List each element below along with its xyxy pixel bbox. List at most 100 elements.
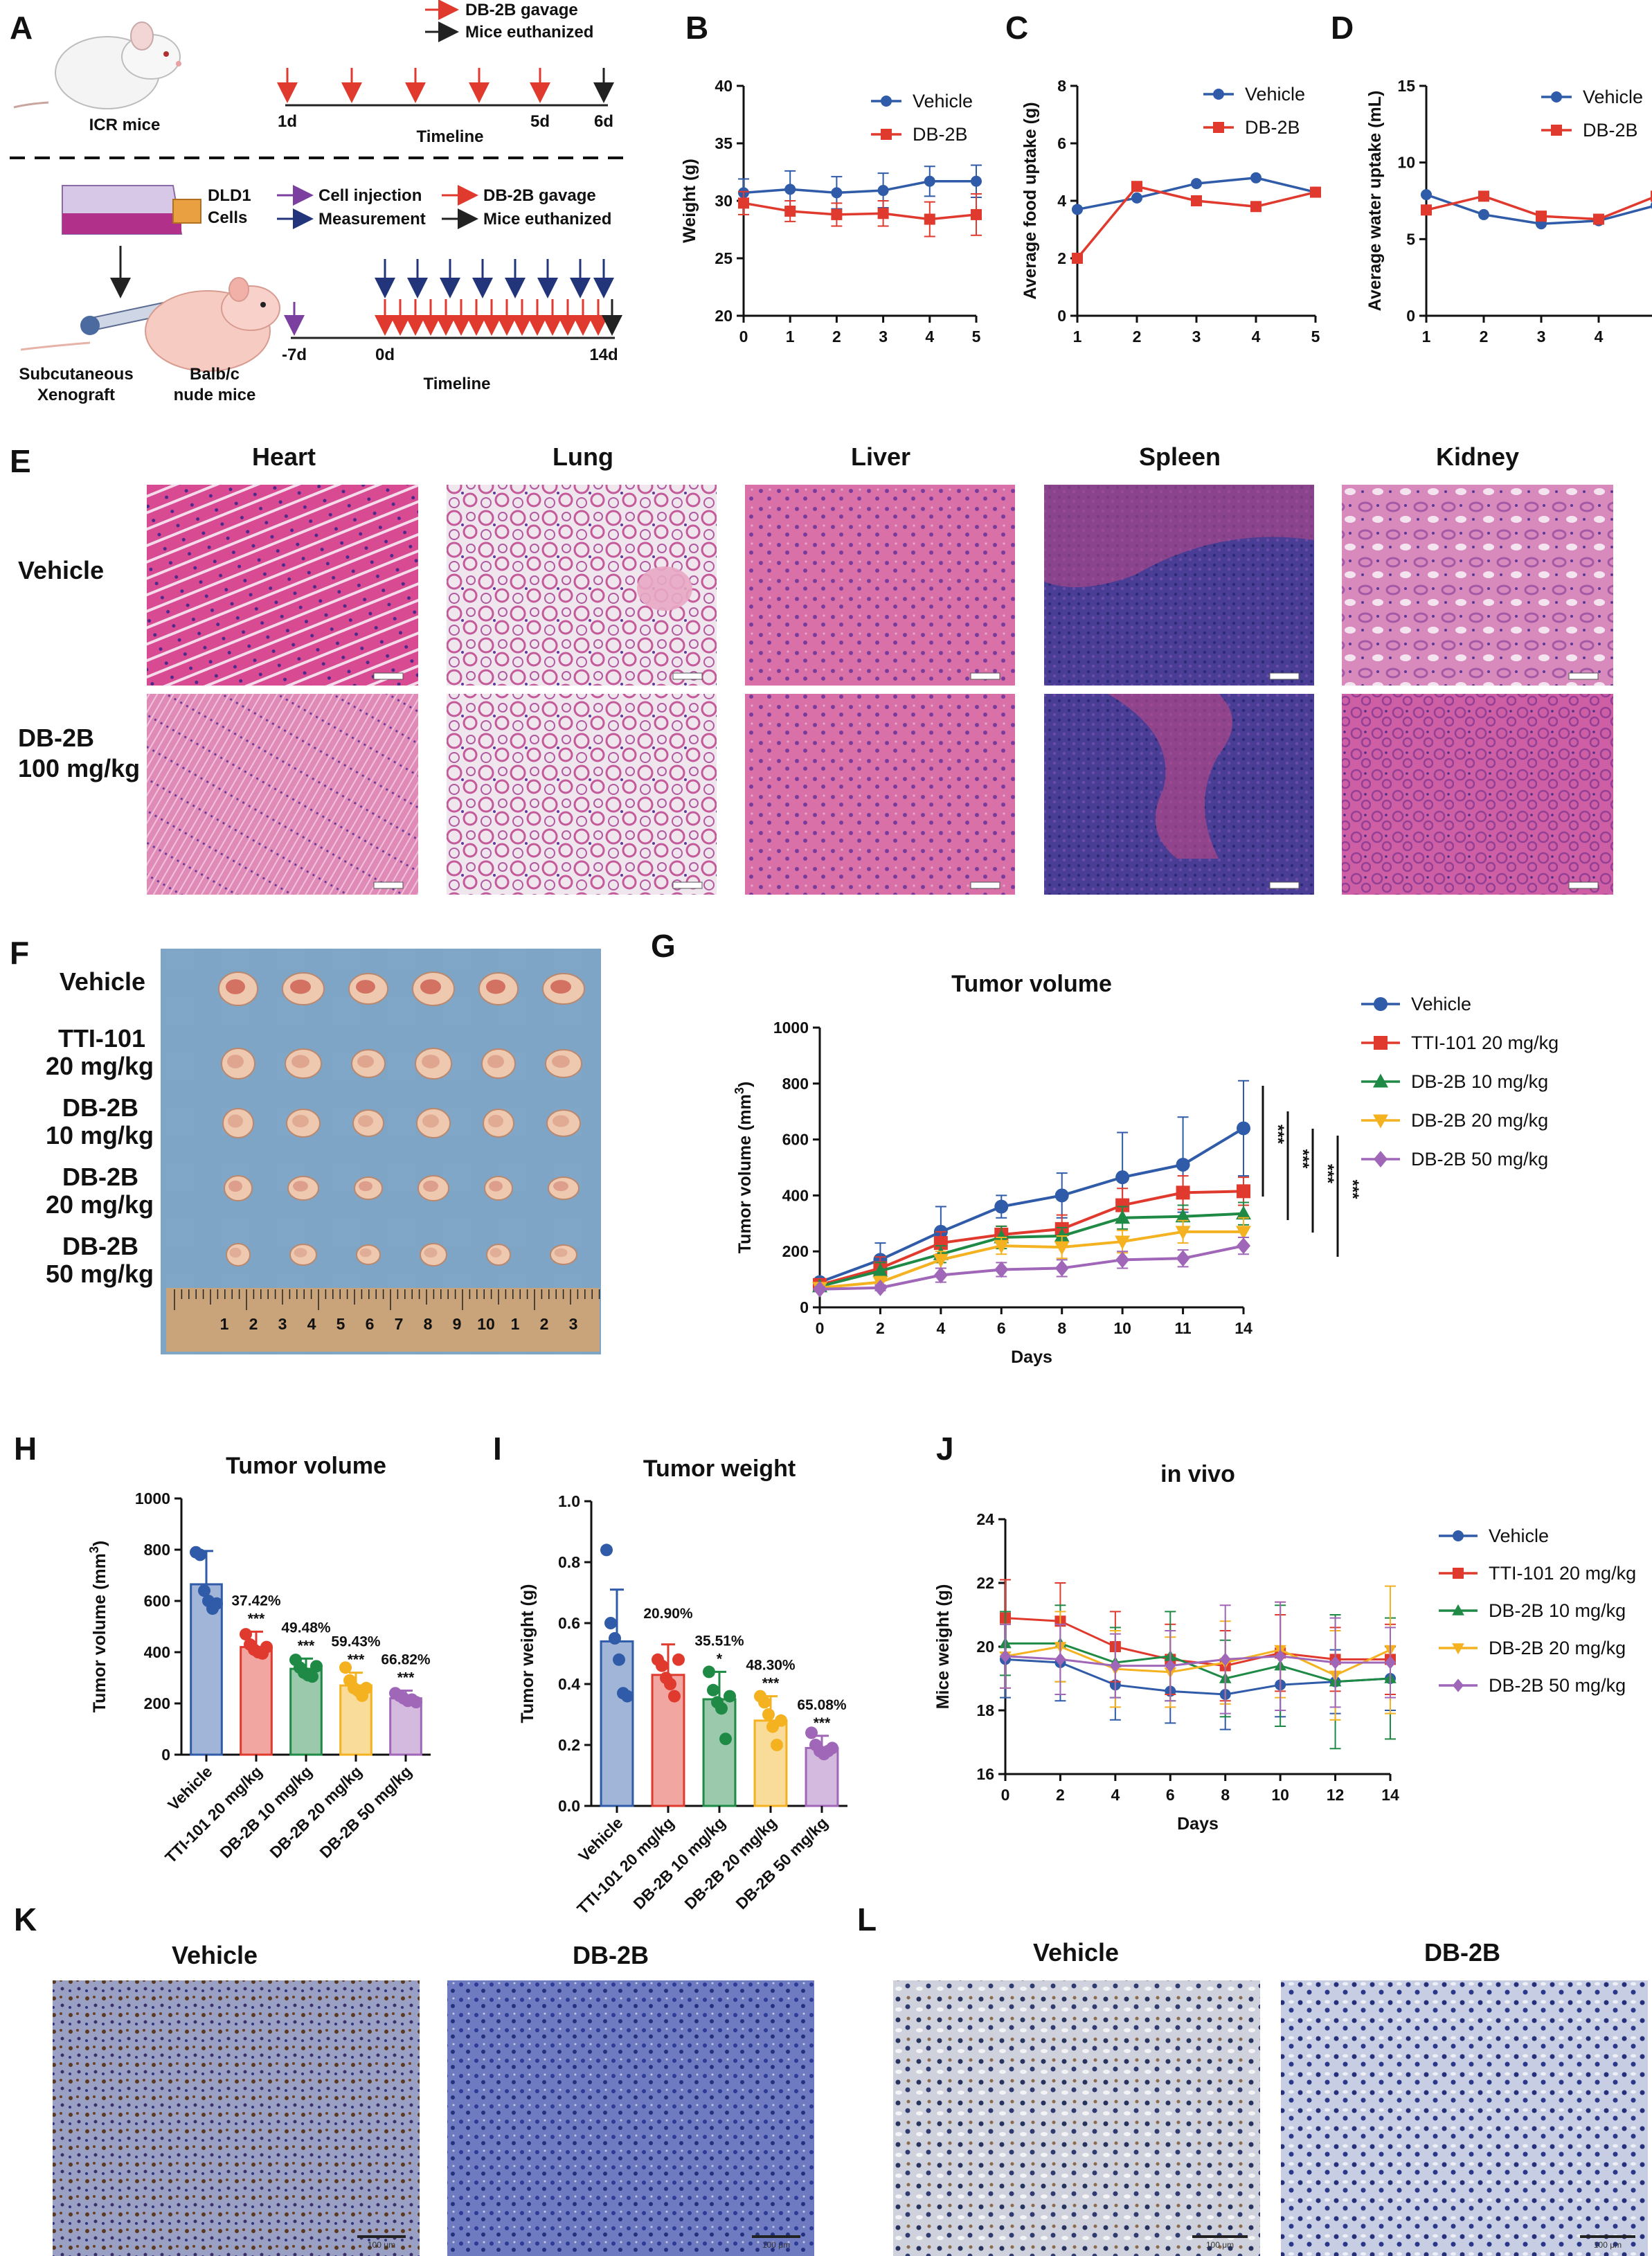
y-tick-label: 20 [715, 307, 733, 325]
row-db2b: DB-2B [18, 724, 94, 752]
x-tick-label: 4 [1111, 1786, 1120, 1804]
significance-label: *** [1343, 1180, 1362, 1200]
he-heart-db2b [147, 694, 418, 895]
ruler-number: 2 [540, 1315, 549, 1333]
data-point [1072, 253, 1083, 264]
data-point [1115, 1198, 1130, 1212]
top-timeline-label: Timeline [417, 127, 484, 146]
data-point [877, 185, 889, 197]
y-tick-label: 22 [976, 1574, 994, 1592]
x-tick-label: 1 [1422, 328, 1431, 346]
data-point [994, 1261, 1009, 1278]
y-tick-label: 800 [782, 1075, 809, 1093]
legend-label: Vehicle [1245, 84, 1305, 105]
organ-lung: Lung [553, 442, 613, 471]
ihc-k-vehicle [53, 1980, 420, 2256]
legend-label: DB-2B [1583, 120, 1638, 141]
x-tick-label: 2 [832, 328, 841, 346]
data-point [738, 197, 749, 209]
panel-label-l: L [857, 1901, 877, 1937]
tumor-vascular [550, 980, 571, 994]
data-point [1000, 1649, 1011, 1663]
scalebar [373, 881, 404, 889]
data-dot [724, 1690, 736, 1703]
legend-label: DB-2B 10 mg/kg [1489, 1600, 1626, 1621]
data-point [933, 1253, 949, 1268]
data-dot [707, 1683, 719, 1697]
cells-label-1: DLD1 [208, 186, 251, 205]
data-point [1250, 201, 1262, 213]
series-line [819, 1230, 1244, 1289]
series-line [819, 1244, 1244, 1291]
ruler-number: 9 [453, 1315, 462, 1333]
legend-label: Vehicle [1411, 994, 1471, 1014]
x-tick-label: 14 [1381, 1786, 1399, 1804]
y-tick-label: 0.2 [558, 1736, 580, 1754]
organ-liver: Liver [851, 442, 910, 471]
y-axis-label: Average food uptake (g) [1021, 102, 1040, 299]
y-tick-label: 600 [782, 1131, 809, 1149]
data-point [873, 1279, 888, 1296]
f-row-db50-2: 50 mg/kg [46, 1260, 154, 1288]
data-dot [194, 1548, 206, 1561]
series-line [819, 1127, 1245, 1284]
data-point [1054, 1652, 1066, 1666]
data-point [994, 1239, 1009, 1254]
series-line [819, 1190, 1244, 1287]
chart-title: in vivo [1160, 1461, 1235, 1487]
x-tick-label: 2 [876, 1319, 885, 1337]
data-dot [758, 1696, 771, 1709]
panel-label-j: J [936, 1431, 954, 1467]
x-tick-label: 12 [1327, 1786, 1345, 1804]
data-point [1054, 1260, 1069, 1277]
f-row-db10-2: 10 mg/kg [46, 1121, 154, 1149]
k-scalebar-db2b: 100 μm [762, 2240, 790, 2250]
x-tick-label: 8 [1057, 1319, 1066, 1337]
tumor-vascular [358, 1115, 373, 1127]
f-row-db50-1: DB-2B [62, 1232, 138, 1260]
legend-marker [1373, 1114, 1388, 1129]
x-tick-label: DB-2B 10 mg/kg [629, 1814, 728, 1913]
data-dot [198, 1584, 210, 1597]
row-vehicle: Vehicle [18, 556, 104, 584]
chart-title: Tumor volume [226, 1453, 386, 1479]
chart-i-tumor-weight-bar: 0.0 0.2 0.4 0.6 0.8 1.0 Tumor weight (g) Tumor … [518, 1456, 847, 1917]
series-line [1005, 1658, 1391, 1696]
data-dot [260, 1640, 273, 1654]
top-timeline [277, 68, 614, 107]
legend-marker [1213, 122, 1224, 133]
series-line [743, 202, 977, 221]
data-dot [672, 1653, 685, 1666]
legend-label: Vehicle [1583, 87, 1643, 107]
legend-marker [881, 129, 892, 140]
percent-label: 35.51% [694, 1633, 744, 1649]
y-axis-label: Tumor volume (mm3) [733, 1082, 755, 1253]
significance-label: *** [1318, 1164, 1337, 1184]
y-tick-label: 6 [1057, 134, 1066, 152]
tumor-vascular [490, 1248, 502, 1257]
row-dose: 100 mg/kg [18, 754, 140, 782]
tumor-vascular [488, 1115, 503, 1127]
x-tick-label: 4 [1595, 328, 1604, 346]
ruler-number: 4 [307, 1315, 316, 1333]
data-point [994, 1229, 1009, 1244]
top-legend: DB-2B gavage Mice euthanized [425, 0, 593, 42]
tumor-photo [161, 949, 601, 1354]
x-axis-label: Days [1177, 1814, 1219, 1834]
data-point [1054, 1228, 1070, 1242]
tumor-vascular [290, 979, 311, 994]
data-dot [668, 1690, 681, 1703]
tumor-vascular [228, 1180, 242, 1192]
ihc-l-db2b [1281, 1980, 1648, 2256]
data-point [1421, 189, 1432, 201]
significance-label: *** [814, 1715, 831, 1731]
bar [600, 1640, 634, 1807]
y-tick-label: 35 [715, 134, 733, 152]
tumor-vascular [424, 1247, 438, 1258]
data-dot [703, 1665, 715, 1678]
he-lung-db2b [447, 694, 717, 895]
tumor-vascular [554, 1248, 568, 1257]
data-point [1310, 186, 1321, 198]
x-tick-label: 4 [936, 1319, 945, 1337]
x-tick-label: 5 [1311, 328, 1320, 346]
